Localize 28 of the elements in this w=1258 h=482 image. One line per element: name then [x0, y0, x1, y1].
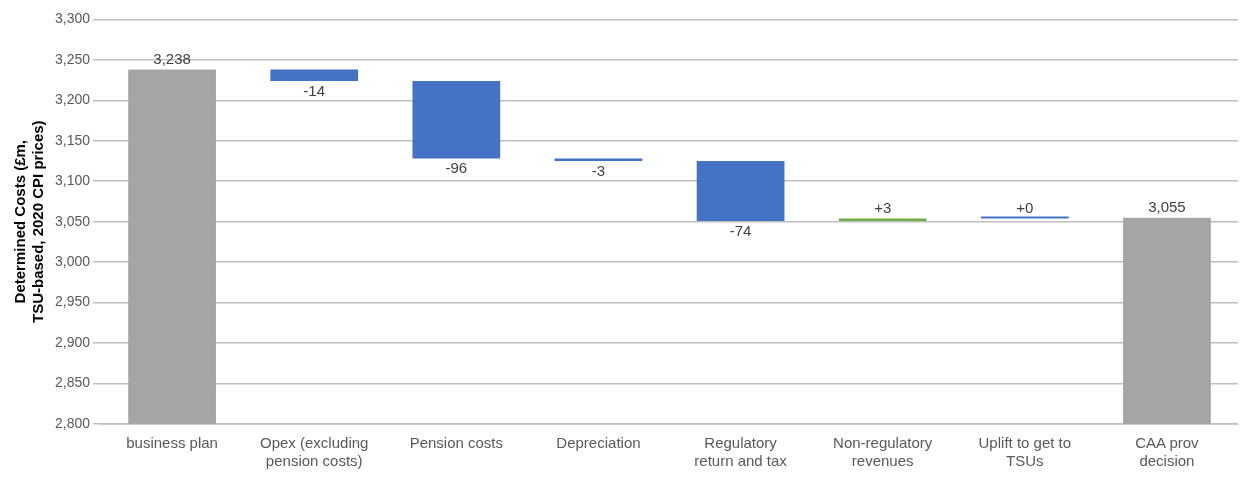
y-tick-label: 3,200 — [54, 91, 91, 108]
data-label: +0 — [1016, 199, 1034, 217]
x-tick-label: Non-regulatory revenues — [833, 434, 933, 470]
y-tick-label: 3,300 — [54, 10, 91, 27]
x-tick-label: Regulatory return and tax — [694, 434, 788, 470]
data-label: 3,238 — [153, 50, 191, 68]
x-tick-label: Opex (excluding pension costs) — [260, 434, 369, 470]
y-tick-label: 3,150 — [54, 131, 91, 148]
y-tick-label: 3,250 — [54, 50, 91, 67]
y-tick-label: 3,050 — [54, 212, 91, 229]
x-tick-label: CAA prov decision — [1135, 434, 1200, 470]
x-tick-label: Depreciation — [556, 434, 641, 452]
x-tick-label: Pension costs — [409, 434, 504, 452]
data-label: 3,055 — [1148, 198, 1186, 216]
x-tick-label: Uplift to get to TSUs — [978, 434, 1072, 470]
y-tick-label: 2,900 — [54, 333, 91, 350]
data-label: -14 — [303, 81, 326, 99]
data-label: -3 — [591, 161, 606, 179]
data-label: -74 — [729, 221, 752, 239]
y-tick-label: 2,950 — [54, 293, 91, 310]
data-label: +3 — [874, 199, 892, 217]
y-tick-label: 2,850 — [54, 374, 91, 391]
y-tick-label: 3,000 — [54, 253, 91, 270]
y-tick-label: 2,800 — [54, 414, 91, 431]
y-axis-title: Determined Costs (£m, TSU-based, 2020 CPI prices) — [11, 120, 47, 323]
y-tick-label: 3,100 — [54, 172, 91, 189]
data-label: -96 — [445, 159, 468, 177]
x-tick-label: business plan — [126, 434, 218, 452]
